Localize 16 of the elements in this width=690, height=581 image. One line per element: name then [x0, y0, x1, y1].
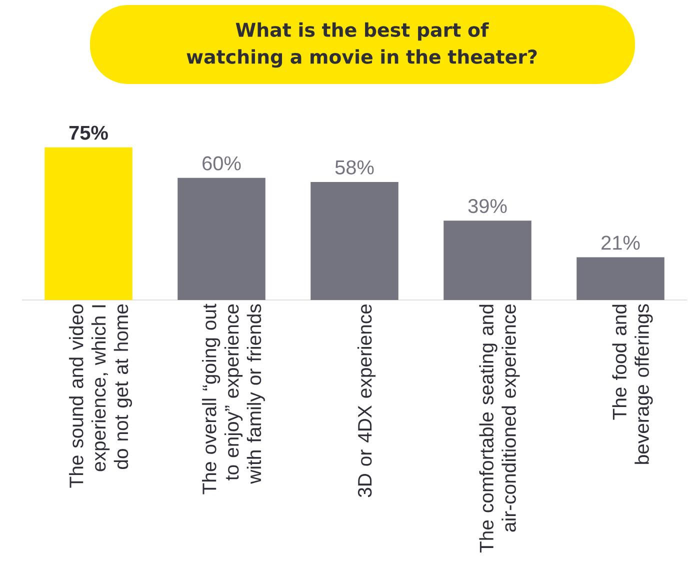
- bar: [178, 178, 266, 300]
- x-tick-label: The comfortable seating and air-conditioned experience: [479, 304, 520, 553]
- bar: [444, 220, 532, 300]
- bar: [310, 182, 398, 300]
- data-label: 58%: [335, 160, 374, 174]
- data-label: 39%: [468, 199, 507, 214]
- data-label: 60%: [202, 156, 241, 170]
- chart-title: What is the best part of watching a movie in the theater?: [186, 22, 537, 68]
- x-tick-label: 3D or 4DX experience: [357, 304, 376, 498]
- bar: [44, 147, 132, 300]
- x-tick-label: The sound and video experience, which I do not get at home: [69, 304, 132, 488]
- bar: [576, 257, 664, 300]
- data-label: 21%: [602, 236, 640, 250]
- data-label: 75%: [69, 126, 108, 140]
- x-tick-label: The overall “going out to enjoy” experience with family or friends: [202, 304, 265, 494]
- x-tick-label: The food and beverage offerings: [612, 304, 653, 464]
